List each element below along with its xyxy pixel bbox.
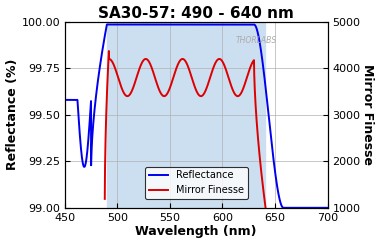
Y-axis label: Reflectance (%): Reflectance (%) bbox=[6, 59, 19, 171]
Mirror Finesse bbox=[163, 94, 168, 97]
Reflectance bbox=[163, 23, 168, 26]
Mirror Finesse bbox=[108, 58, 112, 61]
Reflectance bbox=[105, 23, 109, 26]
Reflectance bbox=[325, 206, 330, 209]
Bar bbox=[107, 22, 264, 208]
Reflectance bbox=[92, 106, 97, 109]
Reflectance bbox=[281, 206, 286, 209]
X-axis label: Wavelength (nm): Wavelength (nm) bbox=[135, 225, 257, 238]
Line: Reflectance: Reflectance bbox=[65, 24, 328, 208]
Reflectance bbox=[292, 206, 296, 209]
Y-axis label: Mirror Finesse: Mirror Finesse bbox=[361, 64, 374, 165]
Reflectance bbox=[63, 98, 67, 101]
Text: THORLABS: THORLABS bbox=[236, 36, 277, 45]
Reflectance bbox=[175, 23, 179, 26]
Legend: Reflectance, Mirror Finesse: Reflectance, Mirror Finesse bbox=[145, 167, 248, 199]
Reflectance bbox=[320, 206, 325, 209]
Mirror Finesse bbox=[175, 65, 179, 68]
Title: SA30-57: 490 - 640 nm: SA30-57: 490 - 640 nm bbox=[98, 6, 294, 20]
Line: Mirror Finesse: Mirror Finesse bbox=[105, 51, 266, 208]
Reflectance bbox=[108, 23, 113, 26]
